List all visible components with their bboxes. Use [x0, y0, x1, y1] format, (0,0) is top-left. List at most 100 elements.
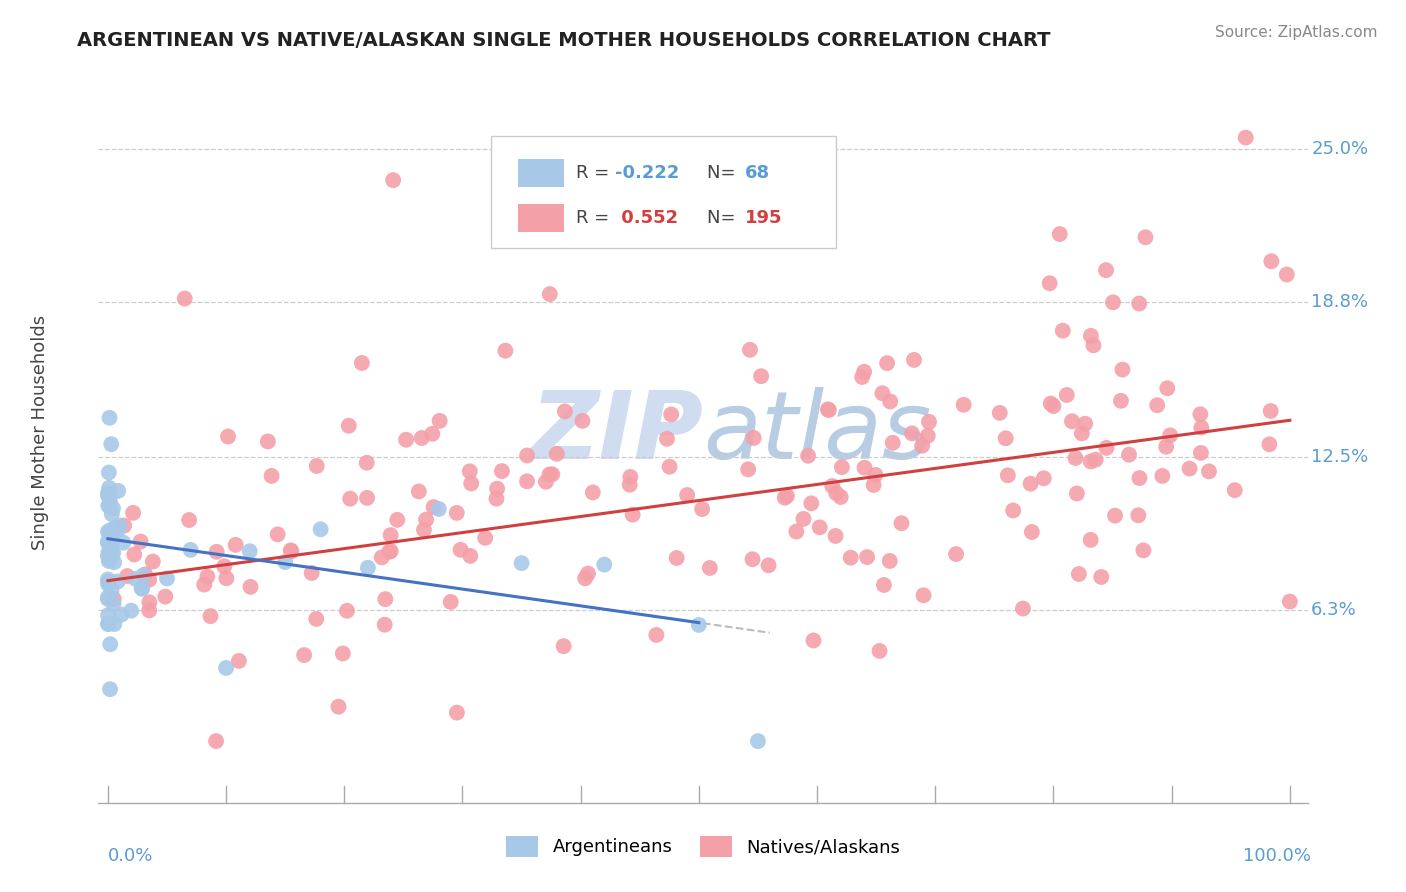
Point: [1135, 230, 1157, 244]
Point: [688, 618, 710, 632]
Point: [554, 404, 576, 418]
Point: [945, 547, 967, 561]
Point: [97, 535, 120, 549]
Point: [1090, 570, 1112, 584]
Point: [1052, 324, 1074, 338]
Point: [422, 500, 444, 514]
Point: [800, 496, 823, 510]
Point: [98, 535, 121, 549]
Point: [997, 468, 1019, 483]
Point: [485, 491, 508, 506]
Point: [869, 644, 891, 658]
Point: [553, 639, 575, 653]
Point: [97, 533, 120, 548]
Point: [309, 522, 332, 536]
Point: [659, 408, 682, 422]
Text: 6.3%: 6.3%: [1312, 601, 1357, 619]
Text: N=: N=: [707, 210, 741, 227]
Point: [100, 583, 122, 598]
Point: [239, 544, 262, 558]
Point: [546, 447, 568, 461]
Point: [305, 612, 328, 626]
Point: [1049, 227, 1071, 241]
Point: [97, 524, 120, 539]
Point: [131, 582, 153, 596]
Point: [911, 439, 934, 453]
Point: [387, 513, 409, 527]
Point: [582, 485, 605, 500]
Point: [413, 523, 436, 537]
Point: [97, 489, 120, 503]
Point: [460, 476, 482, 491]
Point: [690, 502, 713, 516]
Point: [491, 464, 513, 478]
Point: [239, 580, 262, 594]
Point: [1019, 476, 1042, 491]
Point: [1154, 440, 1177, 454]
Point: [912, 588, 935, 602]
Point: [395, 433, 418, 447]
Point: [1067, 567, 1090, 582]
Point: [205, 734, 228, 748]
Point: [179, 513, 201, 527]
Point: [339, 491, 361, 506]
Point: [429, 414, 451, 428]
Point: [112, 518, 135, 533]
Point: [1039, 396, 1062, 410]
Point: [98, 637, 121, 651]
Point: [374, 617, 396, 632]
FancyBboxPatch shape: [517, 204, 564, 232]
Point: [134, 567, 156, 582]
Text: R =: R =: [576, 210, 614, 227]
Point: [100, 529, 122, 543]
Point: [266, 527, 288, 541]
Point: [97, 616, 120, 631]
Point: [1032, 471, 1054, 485]
Point: [1074, 417, 1097, 431]
Point: [901, 426, 924, 441]
Text: 18.8%: 18.8%: [1312, 293, 1368, 310]
Point: [97, 608, 120, 623]
Point: [699, 561, 721, 575]
Point: [879, 394, 901, 409]
Point: [382, 173, 405, 187]
Point: [98, 494, 121, 508]
Point: [1278, 594, 1301, 608]
Point: [785, 524, 807, 539]
Point: [1083, 338, 1105, 352]
Point: [257, 434, 280, 449]
Text: Single Mother Households: Single Mother Households: [31, 315, 49, 550]
Point: [1012, 601, 1035, 615]
Text: Source: ZipAtlas.com: Source: ZipAtlas.com: [1215, 25, 1378, 40]
Point: [1102, 295, 1125, 310]
Point: [1223, 483, 1246, 498]
Point: [817, 403, 839, 417]
Point: [120, 604, 142, 618]
Point: [1258, 437, 1281, 451]
Point: [420, 426, 443, 441]
Point: [952, 398, 974, 412]
Point: [155, 590, 177, 604]
Text: atlas: atlas: [703, 387, 931, 478]
Point: [1260, 404, 1282, 418]
Point: [825, 486, 848, 500]
Point: [862, 478, 884, 492]
Point: [103, 555, 125, 569]
Legend: Argentineans, Natives/Alaskans: Argentineans, Natives/Alaskans: [498, 829, 908, 864]
Point: [1080, 454, 1102, 468]
Point: [655, 432, 678, 446]
Point: [97, 545, 120, 559]
Point: [336, 604, 359, 618]
Point: [225, 538, 247, 552]
Point: [839, 550, 862, 565]
Point: [792, 512, 814, 526]
FancyBboxPatch shape: [492, 136, 837, 247]
Point: [415, 513, 437, 527]
Point: [200, 609, 222, 624]
Point: [1039, 277, 1062, 291]
Text: -0.222: -0.222: [614, 164, 679, 182]
Point: [98, 499, 121, 513]
Point: [228, 654, 250, 668]
Point: [110, 607, 132, 622]
Point: [138, 603, 160, 617]
